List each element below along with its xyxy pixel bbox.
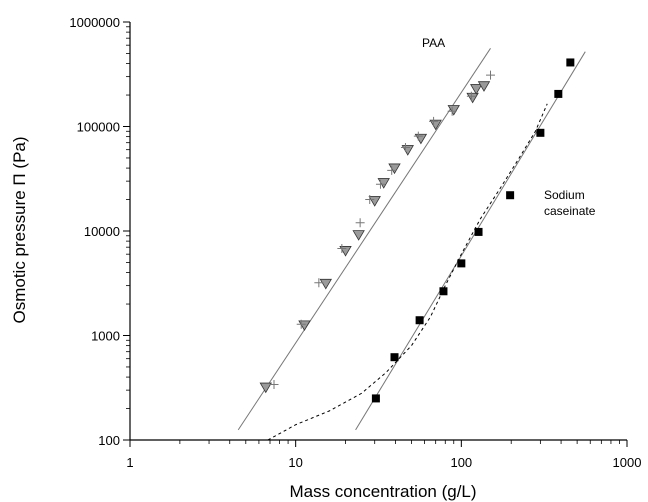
x-tick-label: 100 xyxy=(450,455,472,470)
plus-point xyxy=(413,131,423,141)
triangle-point xyxy=(477,81,491,92)
y-tick-label: 1000 xyxy=(91,329,120,344)
square-point xyxy=(415,316,424,325)
triangle-point xyxy=(429,119,442,131)
x-tick-label: 10 xyxy=(288,455,302,470)
x-tick-label: 1 xyxy=(126,455,133,470)
plus-point xyxy=(400,142,410,152)
plus-point xyxy=(466,91,476,101)
square-point xyxy=(371,394,380,403)
triangle-point xyxy=(447,105,460,116)
dashed-model-curve xyxy=(267,103,548,440)
paa-label-line: PAA xyxy=(422,36,445,50)
axes-layer: 1 10 100 1000 100 1000 10000 100000 1000000 xyxy=(69,15,641,470)
y-tick-label: 100000 xyxy=(77,120,120,135)
plus-point xyxy=(314,278,324,288)
plus-point xyxy=(355,218,365,228)
plus-point xyxy=(365,195,375,205)
y-tick-label: 10000 xyxy=(84,224,120,239)
plus-point xyxy=(296,319,306,329)
triangle-point xyxy=(470,84,483,95)
plus-point xyxy=(337,244,347,254)
square-point xyxy=(566,58,575,67)
plus-point xyxy=(269,379,279,389)
fit-line xyxy=(355,51,586,431)
plus-point xyxy=(447,106,457,116)
square-point xyxy=(536,128,545,137)
triangle-point xyxy=(319,278,332,290)
fit-line xyxy=(237,48,491,431)
caseinate-label-line-2: caseinate xyxy=(544,204,596,218)
triangle-point xyxy=(388,163,401,175)
triangle-point xyxy=(466,92,479,104)
y-axis-title: Osmotic pressure Π (Pa) xyxy=(10,136,29,323)
plus-point xyxy=(375,179,385,189)
x-axis-title: Mass concentration (g/L) xyxy=(289,482,476,501)
triangle-point xyxy=(298,320,311,332)
triangle-point xyxy=(377,178,390,189)
plus-point xyxy=(486,70,496,80)
triangle-point xyxy=(368,196,381,207)
square-point xyxy=(390,353,399,362)
square-point xyxy=(439,287,448,296)
plot-layer xyxy=(237,48,586,440)
paa-label: PAA xyxy=(422,36,445,50)
caseinate-label-line-1: Sodium xyxy=(544,188,585,202)
square-point xyxy=(474,227,483,236)
plus-point xyxy=(387,165,397,175)
square-point xyxy=(554,89,563,98)
x-tick-label: 1000 xyxy=(613,455,642,470)
triangle-point xyxy=(352,230,365,241)
square-point xyxy=(506,191,515,200)
caseinate-label: Sodium caseinate xyxy=(544,188,596,218)
triangle-point xyxy=(401,145,414,156)
y-tick-label: 1000000 xyxy=(69,15,120,30)
y-tick-label: 100 xyxy=(98,433,120,448)
plot-area xyxy=(237,48,586,440)
plus-point xyxy=(429,116,439,126)
square-point xyxy=(457,259,466,268)
triangle-point xyxy=(259,382,272,394)
